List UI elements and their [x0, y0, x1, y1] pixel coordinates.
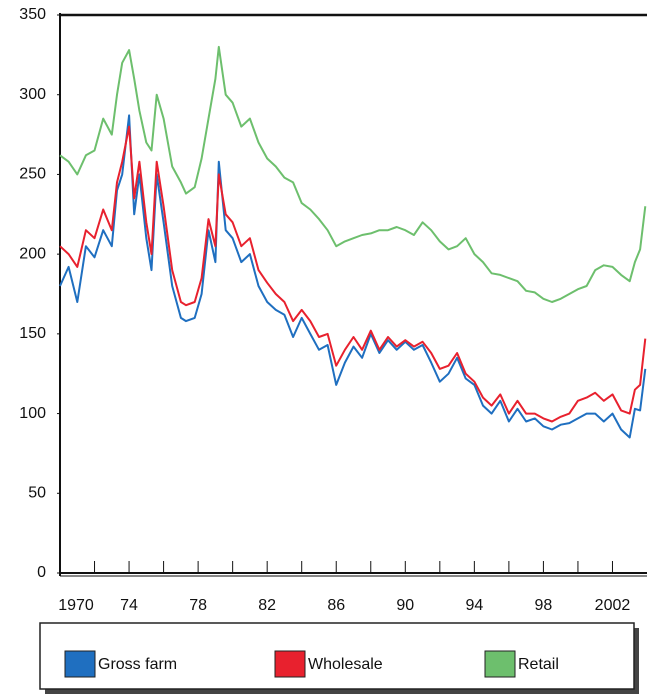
- y-tick-label: 150: [19, 325, 46, 342]
- legend: [39, 622, 639, 694]
- legend-label: Retail: [518, 656, 559, 673]
- legend-label: Gross farm: [98, 656, 177, 673]
- legend-swatch: [274, 650, 306, 678]
- series-line: [59, 125, 647, 423]
- y-tick-label: 0: [37, 564, 46, 581]
- y-tick-label: 250: [19, 166, 46, 183]
- x-tick-label: 82: [258, 597, 276, 614]
- series-line: [59, 45, 647, 303]
- x-tick-label: 86: [327, 597, 345, 614]
- x-tick-label: 90: [396, 597, 414, 614]
- y-tick-label: 300: [19, 86, 46, 103]
- x-tick-label: 1970: [58, 597, 94, 614]
- x-tick-label: 94: [465, 597, 483, 614]
- y-tick-label: 100: [19, 405, 46, 422]
- series-line: [59, 114, 647, 439]
- legend-swatch: [484, 650, 516, 678]
- x-tick-label: 74: [120, 597, 138, 614]
- x-tick-label: 98: [535, 597, 553, 614]
- x-tick-label: 78: [189, 597, 207, 614]
- legend-box: [39, 622, 635, 690]
- legend-label: Wholesale: [308, 656, 383, 673]
- legend-swatch: [64, 650, 96, 678]
- y-tick-label: 50: [28, 485, 46, 502]
- y-tick-label: 200: [19, 245, 46, 262]
- y-tick-label: 350: [19, 6, 46, 23]
- x-tick-label: 2002: [595, 597, 631, 614]
